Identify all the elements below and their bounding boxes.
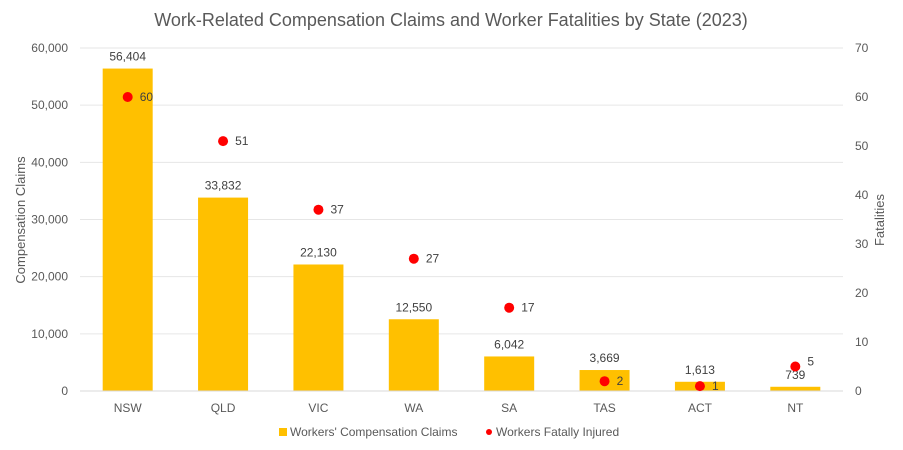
x-tick-label: ACT — [688, 401, 713, 415]
scatter-series: 60 51 37 27 17 2 1 5 — [122, 90, 814, 393]
right-axis-label: Fatalities — [872, 193, 887, 246]
right-tick-label: 50 — [855, 139, 869, 153]
x-tick-label: WA — [404, 401, 423, 415]
bar-value-label: 3,669 — [590, 351, 620, 365]
point-wa — [408, 253, 419, 264]
point-value-label: 1 — [712, 379, 719, 393]
bar-value-label: 22,130 — [300, 245, 337, 259]
point-act — [694, 381, 705, 392]
point-value-label: 2 — [617, 374, 624, 388]
left-tick-label: 0 — [61, 384, 68, 398]
point-tas — [599, 376, 610, 387]
point-nsw — [122, 92, 133, 102]
x-tick-label: QLD — [211, 401, 236, 415]
bar-value-label: 1,613 — [685, 363, 715, 377]
point-value-label: 37 — [330, 203, 344, 217]
point-value-label: 27 — [426, 252, 440, 266]
right-tick-label: 10 — [855, 335, 869, 349]
left-axis-label: Compensation Claims — [13, 156, 28, 284]
x-tick-label: TAS — [593, 401, 615, 415]
bar-value-label: 739 — [785, 368, 805, 382]
x-axis-ticks: NSW QLD VIC WA SA TAS ACT NT — [114, 401, 804, 415]
left-tick-label: 30,000 — [31, 213, 68, 227]
point-vic — [313, 204, 324, 215]
right-tick-label: 20 — [855, 286, 869, 300]
legend: Workers' Compensation Claims Workers Fat… — [279, 425, 619, 439]
right-tick-label: 40 — [855, 188, 869, 202]
bar-nt — [770, 386, 821, 391]
right-axis-ticks: 0 10 20 30 40 50 60 70 — [855, 41, 869, 398]
right-tick-label: 70 — [855, 41, 869, 55]
bar-wa — [388, 319, 439, 391]
point-value-label: 5 — [807, 355, 814, 369]
legend-bar-label: Workers' Compensation Claims — [290, 425, 457, 439]
legend-bar-swatch — [279, 428, 287, 436]
left-tick-label: 50,000 — [31, 98, 68, 112]
x-tick-label: NSW — [114, 401, 143, 415]
point-value-label: 60 — [140, 90, 154, 104]
bar-qld — [198, 197, 249, 391]
bar-series — [102, 68, 821, 392]
point-nt — [790, 361, 801, 372]
gridlines — [80, 47, 843, 335]
point-value-label: 51 — [235, 134, 249, 148]
bar-value-label: 33,832 — [205, 179, 242, 193]
left-tick-label: 40,000 — [31, 155, 68, 169]
left-tick-label: 10,000 — [31, 327, 68, 341]
left-tick-label: 60,000 — [31, 41, 68, 55]
chart-title: Work-Related Compensation Claims and Wor… — [154, 10, 748, 30]
point-qld — [218, 136, 229, 147]
bar-sa — [484, 356, 535, 391]
right-tick-label: 60 — [855, 90, 869, 104]
legend-point-swatch — [486, 429, 492, 435]
bar-value-label: 12,550 — [395, 300, 432, 314]
bar-data-labels: 56,404 33,832 22,130 12,550 6,042 3,669 1,613 7… — [109, 50, 805, 382]
left-axis-ticks: 0 10,000 20,000 30,000 40,000 50,000 60,000 — [31, 41, 68, 398]
bar-nsw — [102, 68, 153, 392]
bar-vic — [293, 264, 344, 391]
x-tick-label: VIC — [308, 401, 328, 415]
bar-value-label: 6,042 — [494, 337, 524, 351]
right-tick-label: 0 — [855, 384, 862, 398]
legend-point-label: Workers Fatally Injured — [496, 425, 619, 439]
x-tick-label: NT — [787, 401, 804, 415]
right-tick-label: 30 — [855, 237, 869, 251]
bar-value-label: 56,404 — [109, 50, 146, 64]
left-tick-label: 20,000 — [31, 270, 68, 284]
point-sa — [504, 302, 515, 313]
point-value-label: 17 — [521, 301, 535, 315]
x-tick-label: SA — [501, 401, 517, 415]
